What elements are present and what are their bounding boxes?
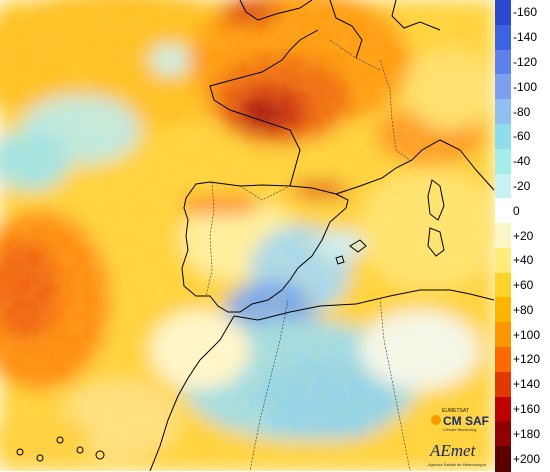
legend-label: +80 bbox=[513, 302, 534, 317]
legend-label: -120 bbox=[513, 54, 538, 69]
legend-swatch bbox=[495, 396, 511, 423]
svg-text:EUMETSAT: EUMETSAT bbox=[442, 408, 469, 414]
legend-swatch bbox=[495, 24, 511, 51]
coastlines bbox=[16, 0, 495, 471]
legend-label: +20 bbox=[513, 228, 534, 243]
svg-text:CM SAF: CM SAF bbox=[443, 414, 489, 428]
cmsaf-logo: EUMETSAT CM SAF Climate Monitoring bbox=[431, 408, 489, 432]
aemet-logo: AEmet Agencia Estatal de Meteorología bbox=[428, 441, 487, 467]
legend-label: -160 bbox=[513, 5, 538, 20]
legend-swatch bbox=[495, 123, 511, 150]
legend-swatch bbox=[495, 446, 511, 472]
legend-swatch bbox=[495, 148, 511, 175]
legend-label: +160 bbox=[513, 402, 541, 417]
legend-label: +60 bbox=[513, 278, 534, 293]
legend-label: +180 bbox=[513, 426, 541, 441]
country-borders bbox=[205, 39, 411, 471]
legend-label: -100 bbox=[513, 79, 538, 94]
svg-text:AEmet: AEmet bbox=[429, 441, 477, 460]
legend-swatch bbox=[495, 74, 511, 101]
legend-label: -20 bbox=[513, 178, 531, 193]
legend-swatch bbox=[495, 272, 511, 299]
legend-label: -40 bbox=[513, 154, 531, 169]
legend-swatch bbox=[495, 173, 511, 200]
legend-swatch bbox=[495, 297, 511, 324]
legend-swatch bbox=[495, 0, 511, 26]
anomaly-map: EUMETSAT CM SAF Climate Monitoring AEmet… bbox=[0, 0, 495, 471]
legend-label: +100 bbox=[513, 327, 541, 342]
legend-swatch bbox=[495, 322, 511, 349]
legend-swatch bbox=[495, 198, 511, 225]
legend-swatch bbox=[495, 223, 511, 249]
legend-swatch bbox=[495, 99, 511, 125]
legend-label: +120 bbox=[513, 352, 541, 367]
svg-text:Agencia Estatal de Meteorologí: Agencia Estatal de Meteorología bbox=[428, 462, 487, 467]
legend-label: 0 bbox=[513, 203, 520, 218]
svg-text:Climate Monitoring: Climate Monitoring bbox=[443, 427, 476, 432]
legend-label: -140 bbox=[513, 30, 538, 45]
legend-swatch bbox=[495, 347, 511, 373]
legend-swatch bbox=[495, 247, 511, 274]
legend-label: +140 bbox=[513, 377, 541, 392]
legend-label: -60 bbox=[513, 129, 531, 144]
color-legend: -160 -140 -120 -100 -80 -60 -40 -20 0 +20 +40 +60 +8… bbox=[495, 0, 550, 472]
legend-label: +200 bbox=[513, 451, 541, 466]
legend-swatch bbox=[495, 49, 511, 76]
legend-label: -80 bbox=[513, 104, 531, 119]
legend-label: +40 bbox=[513, 253, 534, 268]
legend-swatch bbox=[495, 371, 511, 398]
legend-swatch bbox=[495, 421, 511, 448]
